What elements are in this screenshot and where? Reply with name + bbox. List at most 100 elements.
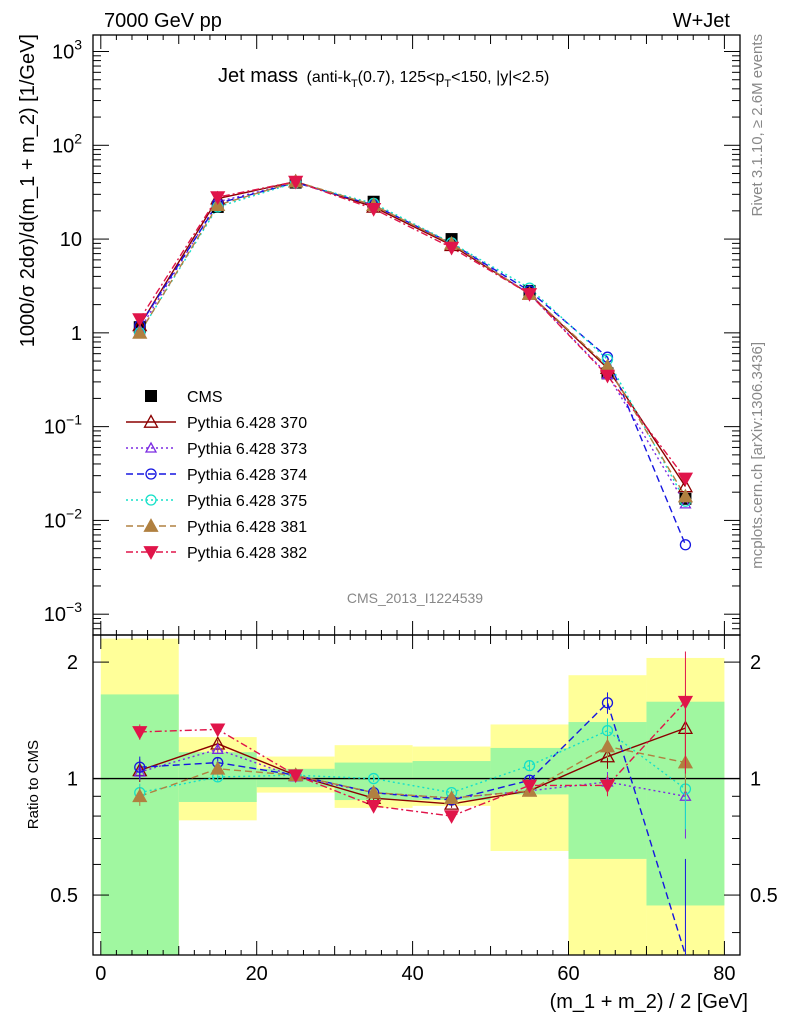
legend-cms-label: CMS	[187, 389, 223, 406]
series-line-main-5	[139, 180, 686, 479]
y-axis-label: 1000/σ 2dσ)/d(m_1 + m_2) [1/GeV]	[17, 34, 39, 347]
series-point-main-4	[132, 325, 148, 339]
rivet-label: Rivet 3.1.10, ≥ 2.6M events	[749, 34, 766, 217]
y-tick-base: 10	[60, 229, 82, 251]
axes-frame	[92, 34, 741, 956]
series-line-ratio-5	[139, 701, 686, 817]
ratio-tick-label-left: 1	[67, 769, 78, 791]
legend: CMS Pythia 6.428 370 Pythia 6.428 373 Pythi…	[126, 389, 307, 562]
x-axis-label: (m_1 + m_2) / 2 [GeV]	[550, 991, 748, 1013]
legend-marker-1	[144, 441, 158, 453]
series-point-ratio-1	[211, 743, 224, 754]
series-line-main-3	[139, 181, 687, 502]
y-tick-label: 10−2	[44, 505, 82, 532]
series-point-ratio-5	[210, 723, 226, 738]
x-tick-label: 80	[713, 963, 735, 985]
series-lines	[139, 180, 687, 956]
ratio-tick-label-left: 0.5	[50, 885, 78, 907]
y-tick-label: 1	[71, 323, 82, 345]
series-point-ratio-2	[601, 697, 614, 709]
plot-title-sub-t2: T	[444, 78, 451, 90]
series-point-ratio-2	[134, 761, 146, 773]
y-tick-exp: −1	[66, 412, 82, 428]
y-tick-label: 10−1	[44, 412, 82, 439]
series-point-ratio-5	[521, 779, 538, 794]
legend-label-4: Pythia 6.428 381	[187, 519, 307, 536]
series-point-ratio-5	[366, 800, 382, 814]
legend-label-2: Pythia 6.428 374	[187, 467, 307, 484]
series-line-main-0	[139, 180, 687, 487]
series-point-main-5	[599, 369, 616, 384]
series-point-main-5	[443, 241, 460, 256]
legend-marker-5	[143, 546, 159, 560]
legend-marker-4	[143, 518, 159, 532]
plot-title-sub-pre: (anti-k	[306, 69, 351, 86]
y-tick-base: 10	[44, 417, 66, 439]
header-left: 7000 GeV pp	[104, 10, 222, 32]
ratio-y-axis-label: Ratio to CMS	[25, 740, 42, 829]
series-line-ratio-1	[139, 748, 686, 799]
series-point-main-5	[366, 203, 382, 217]
ratio-tick-label-left: 2	[67, 652, 78, 674]
series-line-main-2	[139, 181, 687, 546]
series-point-ratio-5	[132, 726, 148, 740]
y-tick-label: 10−3	[44, 599, 82, 626]
ratio-tick-label-right: 1	[750, 769, 761, 791]
y-tick-base: 1	[71, 323, 82, 345]
legend-label-0: Pythia 6.428 370	[187, 415, 307, 432]
series-line-ratio-2	[139, 701, 687, 956]
series-line-main-4	[139, 180, 687, 497]
plot-title-sub-mid: (0.7), 125<p	[358, 69, 445, 86]
series-point-main-1	[679, 497, 692, 509]
series-point-ratio-3	[523, 759, 536, 772]
series-point-ratio-5	[288, 769, 304, 784]
y-tick-label: 10	[60, 229, 82, 251]
series-point-ratio-4	[599, 738, 616, 753]
ratio-frame	[92, 634, 741, 956]
series-line-ratio-3	[139, 729, 686, 794]
y-tick-label: 103	[52, 37, 82, 64]
series-point-ratio-5	[599, 779, 616, 794]
series-line-ratio-4	[139, 745, 686, 799]
series-line-ratio-0	[139, 727, 686, 805]
series-point-ratio-0	[599, 748, 616, 763]
series-point-main-4	[677, 488, 694, 503]
x-tick-label: 40	[401, 963, 423, 985]
ratio-tick-label-right: 0.5	[750, 885, 778, 907]
y-tick-base: 10	[52, 135, 74, 157]
y-tick-exp: 3	[74, 37, 82, 53]
series-point-main-5	[210, 191, 226, 205]
legend-label-5: Pythia 6.428 382	[187, 545, 307, 562]
plot-title-main: Jet mass	[218, 65, 298, 87]
legend-marker-2	[145, 468, 157, 480]
series-markers	[132, 173, 694, 955]
legend-label-3: Pythia 6.428 375	[187, 493, 307, 510]
header-right: W+Jet	[673, 10, 731, 32]
y-tick-base: 10	[52, 42, 74, 64]
series-point-ratio-4	[210, 760, 226, 775]
plot-title-sub-t1: T	[351, 78, 358, 90]
x-tick-label: 60	[557, 963, 579, 985]
y-tick-base: 10	[44, 604, 66, 626]
series-point-ratio-3	[601, 725, 614, 737]
x-tick-label: 0	[95, 963, 106, 985]
y-tick-exp: −3	[66, 599, 82, 615]
series-point-main-5	[288, 175, 304, 190]
x-tick-label: 20	[246, 963, 268, 985]
series-point-main-5	[132, 313, 148, 327]
plot-title: Jet mass (anti-kT(0.7), 125<pT<150, |y|<…	[218, 65, 549, 90]
series-point-ratio-5	[677, 695, 694, 710]
y-tick-exp: 2	[74, 130, 82, 146]
mcplots-label: mcplots.cern.ch [arXiv:1306.3436]	[749, 342, 766, 569]
legend-cms-marker	[145, 390, 157, 402]
series-point-ratio-3	[367, 772, 380, 785]
plot-title-sub-post: <150, |y|<2.5)	[451, 69, 549, 86]
series-point-ratio-5	[443, 810, 460, 824]
y-tick-label: 102	[52, 130, 82, 157]
legend-marker-0	[143, 414, 159, 428]
series-point-ratio-4	[443, 790, 460, 805]
y-tick-exp: −2	[66, 505, 82, 521]
series-point-ratio-4	[366, 784, 382, 799]
watermark: CMS_2013_I1224539	[347, 590, 483, 606]
